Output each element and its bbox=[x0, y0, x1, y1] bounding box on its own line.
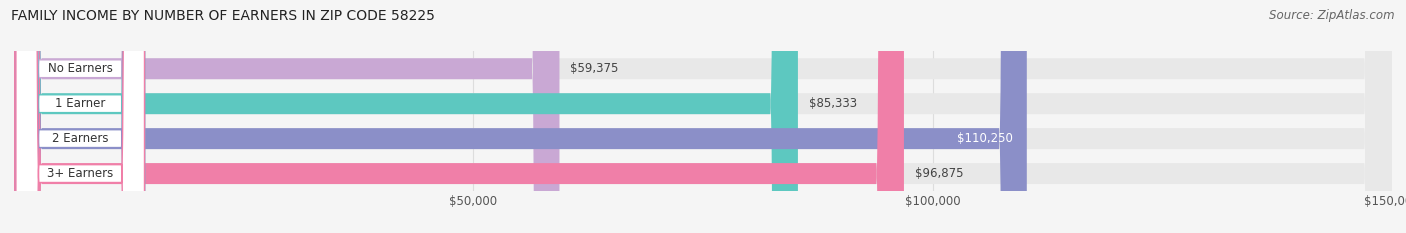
Text: 2 Earners: 2 Earners bbox=[52, 132, 108, 145]
Text: $85,333: $85,333 bbox=[808, 97, 858, 110]
FancyBboxPatch shape bbox=[14, 0, 1392, 233]
Text: 1 Earner: 1 Earner bbox=[55, 97, 105, 110]
Text: $110,250: $110,250 bbox=[957, 132, 1012, 145]
FancyBboxPatch shape bbox=[14, 0, 904, 233]
Text: $96,875: $96,875 bbox=[915, 167, 963, 180]
FancyBboxPatch shape bbox=[15, 0, 145, 233]
FancyBboxPatch shape bbox=[14, 0, 1026, 233]
Text: No Earners: No Earners bbox=[48, 62, 112, 75]
FancyBboxPatch shape bbox=[15, 0, 145, 233]
FancyBboxPatch shape bbox=[14, 0, 799, 233]
FancyBboxPatch shape bbox=[14, 0, 560, 233]
Text: $59,375: $59,375 bbox=[571, 62, 619, 75]
Text: Source: ZipAtlas.com: Source: ZipAtlas.com bbox=[1270, 9, 1395, 22]
FancyBboxPatch shape bbox=[14, 0, 1392, 233]
FancyBboxPatch shape bbox=[15, 0, 145, 233]
FancyBboxPatch shape bbox=[14, 0, 1392, 233]
FancyBboxPatch shape bbox=[15, 0, 145, 233]
FancyBboxPatch shape bbox=[14, 0, 1392, 233]
Text: 3+ Earners: 3+ Earners bbox=[46, 167, 114, 180]
Text: FAMILY INCOME BY NUMBER OF EARNERS IN ZIP CODE 58225: FAMILY INCOME BY NUMBER OF EARNERS IN ZI… bbox=[11, 9, 434, 23]
